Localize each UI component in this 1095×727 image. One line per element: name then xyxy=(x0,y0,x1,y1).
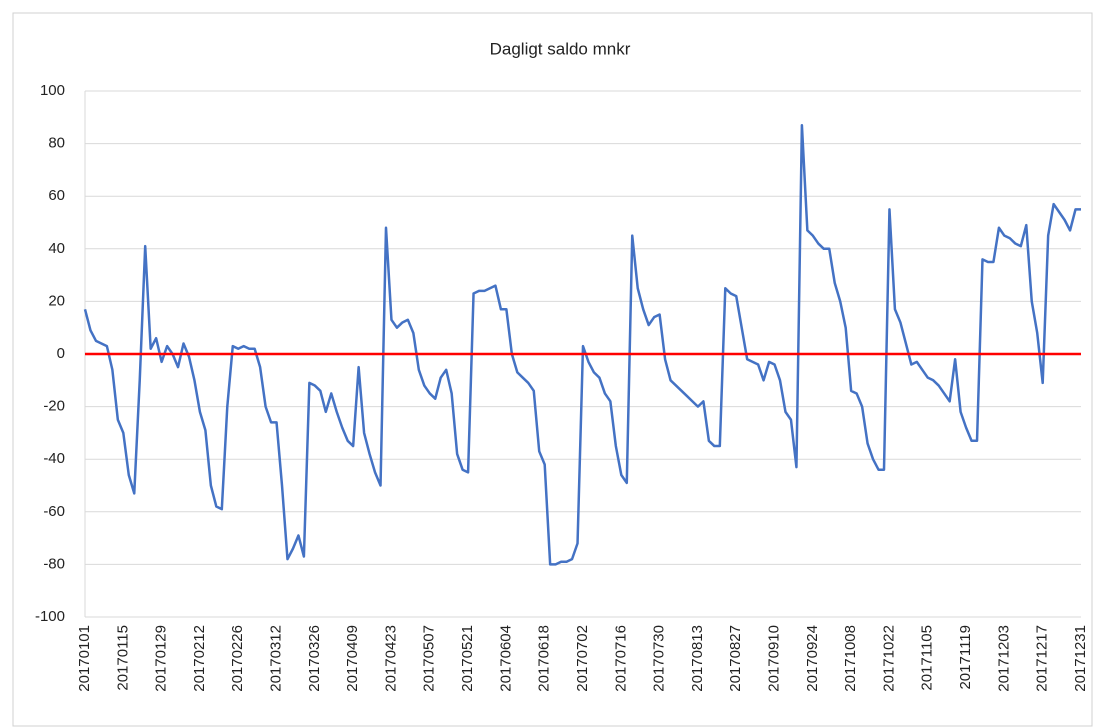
x-tick-label: 20170129 xyxy=(153,625,170,692)
x-tick-label: 20170618 xyxy=(536,625,553,692)
x-tick-label: 20170409 xyxy=(344,625,361,692)
data-line xyxy=(83,123,1081,566)
x-tick-label: 20170716 xyxy=(612,625,629,692)
x-tick-label: 20171217 xyxy=(1034,625,1051,692)
x-tick-label: 20170924 xyxy=(804,625,821,692)
x-tick-label: 20171022 xyxy=(880,625,897,692)
y-tick-label: 100 xyxy=(40,82,65,99)
x-tick-label: 20170521 xyxy=(459,625,476,692)
x-tick-label: 20171203 xyxy=(995,625,1012,692)
x-tick-label: 20171008 xyxy=(842,625,859,692)
x-tick-label: 20170115 xyxy=(114,625,131,691)
x-tick-label: 20170423 xyxy=(382,625,399,692)
y-tick-label: -40 xyxy=(43,450,65,467)
y-tick-label: -20 xyxy=(43,398,65,415)
x-tick-label: 20171119 xyxy=(957,625,974,690)
x-tick-label: 20170827 xyxy=(727,625,744,692)
x-tick-label: 20170226 xyxy=(229,625,246,692)
x-tick-label: 20170326 xyxy=(306,625,323,692)
y-tick-label: 20 xyxy=(48,292,65,309)
x-tick-label: 20171231 xyxy=(1072,625,1089,692)
x-tick-label: 20170813 xyxy=(689,625,706,692)
x-tick-label: 20170507 xyxy=(421,625,438,692)
x-tick-label: 20170101 xyxy=(76,625,93,692)
x-tick-label: 20171105 xyxy=(919,625,936,691)
x-tick-label: 20170730 xyxy=(651,625,668,692)
y-tick-label: 80 xyxy=(48,135,65,152)
x-tick-label: 20170910 xyxy=(766,625,783,692)
x-tick-label: 20170702 xyxy=(574,625,591,692)
x-tick-label: 20170312 xyxy=(268,625,285,692)
y-tick-label: -60 xyxy=(43,503,65,520)
y-tick-label: -100 xyxy=(35,608,65,625)
y-tick-label: 40 xyxy=(48,240,65,257)
y-tick-label: 60 xyxy=(48,187,65,204)
y-tick-label: 0 xyxy=(57,345,65,362)
x-tick-label: 20170604 xyxy=(497,625,514,692)
chart-border xyxy=(12,12,1093,727)
x-tick-label: 20170212 xyxy=(191,625,208,692)
y-tick-label: -80 xyxy=(43,555,65,572)
chart-title: Dagligt saldo mnkr xyxy=(490,39,631,58)
